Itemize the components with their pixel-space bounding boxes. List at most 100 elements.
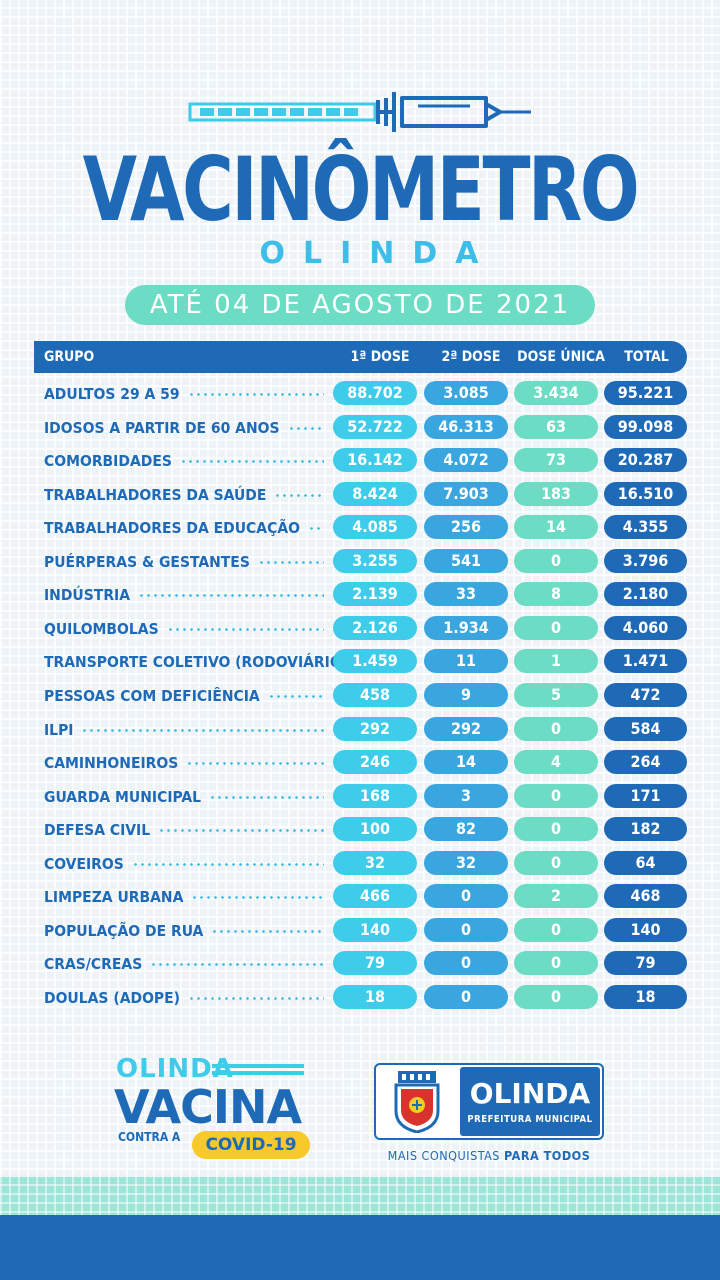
single-dose-value: 4 — [514, 750, 598, 775]
single-dose-value: 1 — [514, 649, 598, 674]
dose1-value: 52.722 — [333, 414, 417, 439]
dose2-value: 0 — [424, 917, 508, 942]
dose1-value: 4.085 — [333, 515, 417, 540]
dotted-leader — [288, 426, 324, 430]
dose2-value: 292 — [424, 716, 508, 741]
group-label: PESSOAS COM DEFICIÊNCIA — [44, 686, 260, 705]
dose2-value: 0 — [424, 951, 508, 976]
dotted-leader — [138, 594, 324, 598]
total-value: 4.355 — [604, 515, 687, 540]
dotted-leader — [209, 795, 324, 799]
table-row: PUÉRPERAS & GESTANTES 3.255 541 0 3.796 — [0, 548, 720, 575]
dose2-value: 541 — [424, 548, 508, 573]
dotted-leader — [191, 896, 324, 900]
table-row: DOULAS (ADOPE) 18 0 0 18 — [0, 984, 720, 1011]
dotted-leader — [132, 862, 324, 866]
group-label: DEFESA CIVIL — [44, 821, 151, 840]
dotted-leader — [274, 493, 324, 497]
single-dose-value: 0 — [514, 850, 598, 875]
campaign-line2: VACINA — [114, 1080, 302, 1134]
dotted-leader — [81, 728, 324, 732]
total-value: 95.221 — [604, 381, 687, 405]
column-header-dose2: 2ª DOSE — [441, 349, 501, 365]
total-value: 182 — [604, 817, 687, 842]
single-dose-value: 2 — [514, 884, 598, 909]
dose2-value: 0 — [424, 884, 508, 909]
single-dose-value: 0 — [514, 716, 598, 741]
total-value: 20.287 — [604, 448, 687, 473]
total-value: 18 — [604, 984, 687, 1009]
group-label: DOULAS (ADOPE) — [44, 988, 181, 1007]
dose1-value: 466 — [333, 884, 417, 909]
total-value: 4.060 — [604, 615, 687, 640]
group-label: ADULTOS 29 A 59 — [44, 385, 180, 403]
total-value: 1.471 — [604, 649, 687, 674]
group-label: TRANSPORTE COLETIVO (RODOVIÁRIOS) — [44, 653, 359, 672]
total-value: 264 — [604, 750, 687, 775]
campaign-line1: OLINDA — [116, 1054, 234, 1084]
table-row: GUARDA MUNICIPAL 168 3 0 171 — [0, 783, 720, 810]
dose1-value: 140 — [333, 917, 417, 942]
dose1-value: 79 — [333, 951, 417, 976]
column-header-single-dose: DOSE ÚNICA — [517, 349, 605, 365]
dose2-value: 82 — [424, 817, 508, 842]
city-subtitle: OLINDA — [259, 236, 497, 271]
dose2-value: 46.313 — [424, 414, 508, 439]
column-header-total: TOTAL — [624, 349, 669, 365]
dotted-leader — [258, 560, 324, 564]
page-title: VACINÔMETRO — [82, 138, 640, 241]
table-row: POPULAÇÃO DE RUA 140 0 0 140 — [0, 917, 720, 944]
date-badge: ATÉ 04 DE AGOSTO DE 2021 — [125, 285, 595, 325]
dose1-value: 2.139 — [333, 582, 417, 607]
column-header-dose1: 1ª DOSE — [350, 349, 410, 365]
dose2-value: 0 — [424, 984, 508, 1009]
total-value: 99.098 — [604, 414, 687, 439]
single-dose-value: 14 — [514, 515, 598, 540]
city-name: OLINDA — [469, 1077, 591, 1110]
dose2-value: 7.903 — [424, 481, 508, 506]
dose2-value: 33 — [424, 582, 508, 607]
dose2-value: 11 — [424, 649, 508, 674]
table-row: QUILOMBOLAS 2.126 1.934 0 4.060 — [0, 615, 720, 642]
dose2-value: 1.934 — [424, 615, 508, 640]
table-row: LIMPEZA URBANA 466 0 2 468 — [0, 884, 720, 910]
total-value: 468 — [604, 884, 687, 909]
column-header-group: GRUPO — [44, 349, 95, 365]
group-label: CRAS/CREAS — [44, 955, 143, 974]
dose1-value: 16.142 — [333, 448, 417, 473]
total-value: 16.510 — [604, 481, 687, 506]
dose2-value: 4.072 — [424, 448, 508, 473]
group-label: POPULAÇÃO DE RUA — [44, 921, 204, 940]
dotted-leader — [188, 996, 324, 1000]
group-label: PUÉRPERAS & GESTANTES — [44, 552, 250, 571]
group-label: CAMINHONEIROS — [44, 754, 179, 773]
table-row: INDÚSTRIA 2.139 33 8 2.180 — [0, 582, 720, 608]
city-logo-panel — [460, 1067, 600, 1136]
table-row: CAMINHONEIROS 246 14 4 264 — [0, 750, 720, 776]
dotted-leader — [211, 929, 324, 933]
dose2-value: 32 — [424, 850, 508, 875]
dose1-value: 292 — [333, 716, 417, 741]
dose1-value: 168 — [333, 783, 417, 808]
dotted-leader — [167, 627, 324, 631]
group-label: TRABALHADORES DA SAÚDE — [44, 485, 267, 504]
total-value: 3.796 — [604, 548, 687, 573]
single-dose-value: 0 — [514, 951, 598, 976]
slogan-part1: MAIS CONQUISTAS — [387, 1148, 500, 1163]
total-value: 472 — [604, 682, 687, 707]
total-value: 140 — [604, 917, 687, 942]
group-label: COVEIROS — [44, 854, 124, 873]
group-label: QUILOMBOLAS — [44, 619, 159, 638]
dose1-value: 32 — [333, 850, 417, 875]
table-row: TRABALHADORES DA SAÚDE 8.424 7.903 183 16.51… — [0, 481, 720, 508]
table-row: TRANSPORTE COLETIVO (RODOVIÁRIOS) 1.459 11… — [0, 649, 720, 675]
table-row: IDOSOS A PARTIR DE 60 ANOS 52.722 46.313 63… — [0, 414, 720, 441]
syringe-icon — [188, 92, 531, 132]
coat-of-arms-icon — [394, 1071, 440, 1133]
table-row: PESSOAS COM DEFICIÊNCIA 458 9 5 472 — [0, 682, 720, 709]
covid-badge: COVID-19 — [192, 1131, 310, 1159]
table-row: ADULTOS 29 A 59 88.702 3.085 3.434 95.221 — [0, 381, 720, 407]
dotted-leader — [158, 829, 324, 833]
table-header: GRUPO 1ª DOSE 2ª DOSE DOSE ÚNICA TOTAL — [34, 341, 687, 373]
dose2-value: 14 — [424, 750, 508, 775]
